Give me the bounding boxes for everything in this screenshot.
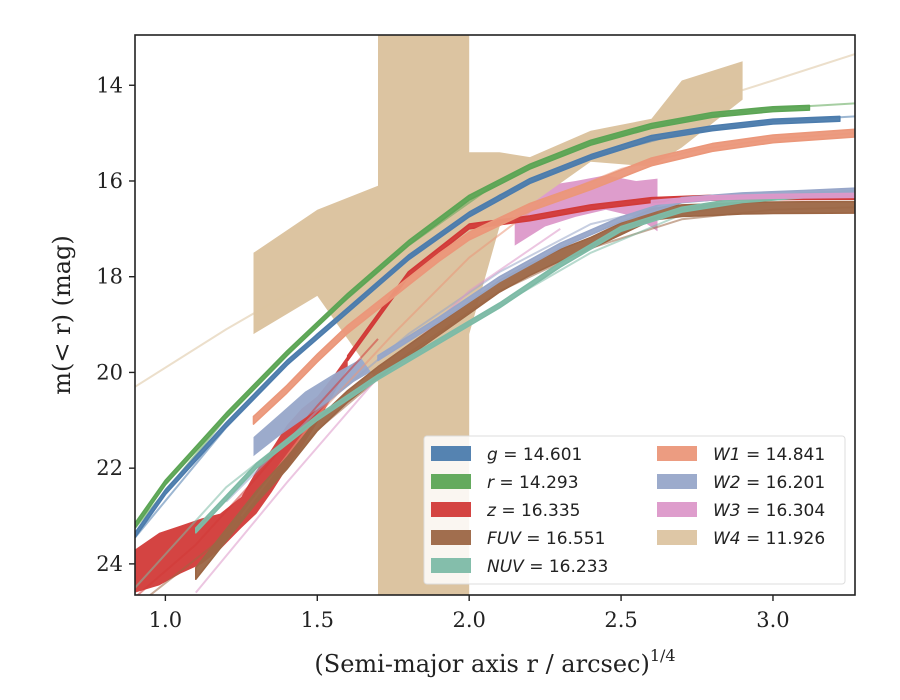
band-w4 xyxy=(253,35,743,595)
y-tick-label: 14 xyxy=(96,73,123,97)
band-z xyxy=(135,355,348,593)
series-z xyxy=(346,193,855,362)
legend-swatch-fuv xyxy=(431,530,471,545)
series-g xyxy=(135,115,841,539)
legend-label-r: r = 14.293 xyxy=(487,473,579,493)
legend-label-w2: W2 = 16.201 xyxy=(713,473,825,493)
legend-label-fuv: FUV = 16.551 xyxy=(487,529,605,549)
series-r xyxy=(135,104,811,529)
band-w2 xyxy=(253,348,378,457)
y-tick-label: 18 xyxy=(96,265,123,289)
legend: g = 14.601 r = 14.293 z = 16.335 FUV = 16.5… xyxy=(423,435,846,585)
legend-swatch-w3 xyxy=(657,502,697,517)
legend-swatch-nuv xyxy=(431,558,471,573)
x-axis-ticks: 1.0 1.5 2.0 2.5 3.0 xyxy=(149,595,790,632)
legend-label-g: g = 14.601 xyxy=(487,445,582,465)
series-w3 xyxy=(650,192,855,206)
series-w2 xyxy=(377,187,855,362)
series-w1 xyxy=(252,128,855,425)
y-axis-label: m(< r) (mag) xyxy=(48,235,76,394)
plot-frame xyxy=(134,34,856,596)
y-axis-ticks: 14 16 18 20 22 24 xyxy=(96,73,135,576)
legend-swatch-w1 xyxy=(657,446,697,461)
legend-swatch-w2 xyxy=(657,474,697,489)
legend-swatch-w4 xyxy=(657,530,697,545)
y-tick-label: 22 xyxy=(96,456,123,480)
x-axis-label: (Semi-major axis r / arcsec)1/4 xyxy=(314,646,675,678)
series-nuv xyxy=(195,189,855,534)
legend-swatch-g xyxy=(431,446,471,461)
legend-label-w4: W4 = 11.926 xyxy=(713,529,825,549)
y-tick-label: 24 xyxy=(96,552,123,576)
x-tick-label: 1.0 xyxy=(149,608,182,632)
legend-label-w3: W3 = 16.304 xyxy=(713,501,825,521)
x-tick-label: 2.0 xyxy=(452,608,485,632)
model-curve-z xyxy=(136,338,379,595)
series-lines xyxy=(135,104,855,581)
y-tick-label: 16 xyxy=(96,169,123,193)
legend-swatch-z xyxy=(431,502,471,517)
x-tick-label: 2.5 xyxy=(604,608,637,632)
x-tick-label: 1.5 xyxy=(301,608,334,632)
x-tick-label: 3.0 xyxy=(756,608,789,632)
legend-swatch-r xyxy=(431,474,471,489)
legend-label-nuv: NUV = 16.233 xyxy=(487,557,608,577)
legend-box xyxy=(423,435,846,585)
legend-label-z: z = 16.335 xyxy=(486,501,580,521)
y-tick-label: 20 xyxy=(96,360,123,384)
legend-label-w1: W1 = 14.841 xyxy=(713,445,825,465)
